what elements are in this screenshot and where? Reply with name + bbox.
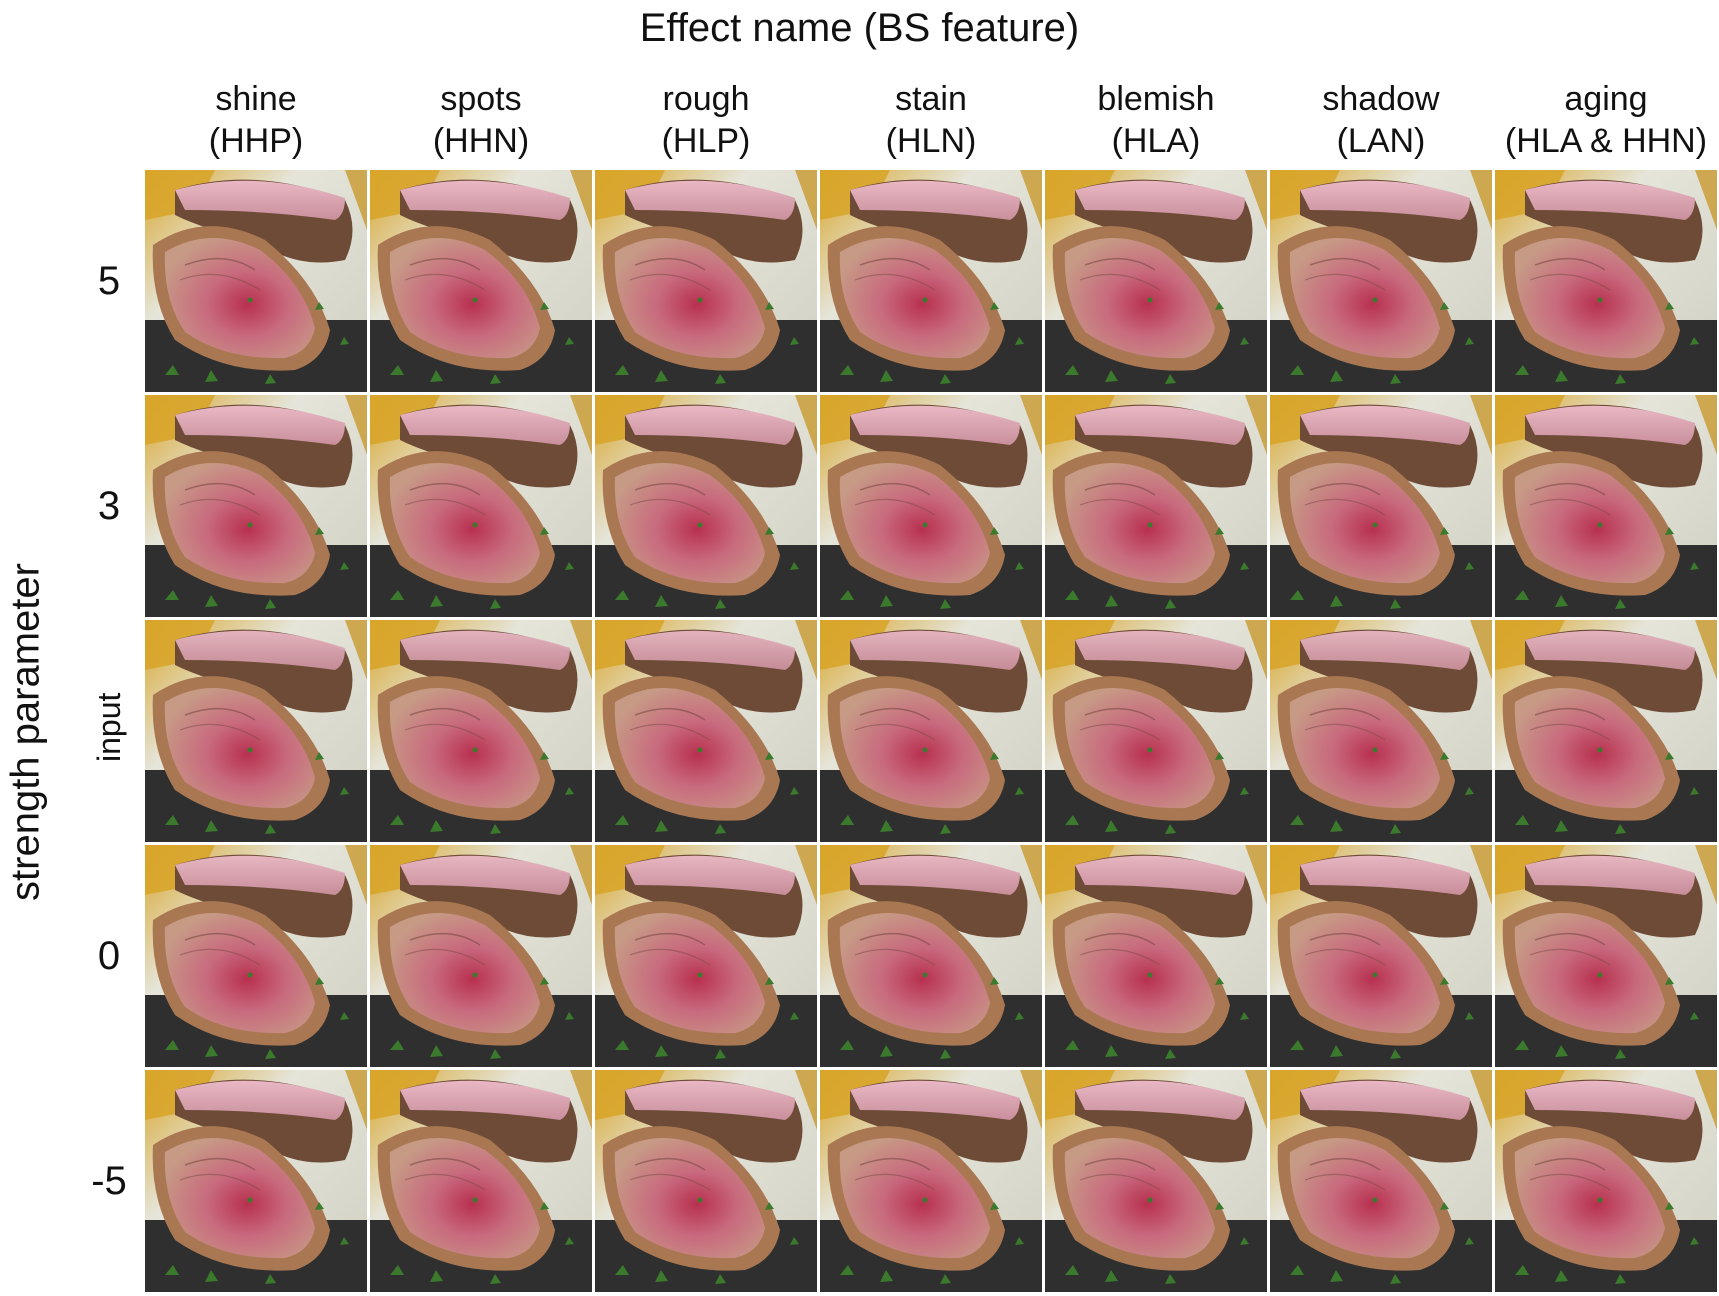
image-cell-shine--5	[145, 1070, 367, 1292]
meat-photo-image	[145, 170, 367, 392]
column-effect-name: spots	[440, 80, 522, 118]
image-cell-stain-0	[820, 845, 1042, 1067]
image-cell-aging-3	[1495, 395, 1717, 617]
row-label-1: 3	[97, 484, 121, 528]
column-bs-feature: (HHP)	[208, 122, 304, 160]
column-effect-name: shine	[215, 80, 297, 118]
meat-photo-image	[1045, 620, 1267, 842]
meat-photo-image	[145, 395, 367, 617]
column-bs-feature: (LAN)	[1336, 122, 1426, 160]
image-cell-shine-3	[145, 395, 367, 617]
column-effect-name: shadow	[1322, 80, 1440, 118]
image-cell-blemish-3	[1045, 395, 1267, 617]
meat-photo-image	[1270, 1070, 1492, 1292]
meat-photo-image	[1495, 170, 1717, 392]
meat-photo-image	[370, 395, 592, 617]
column-bs-feature: (HLP)	[661, 122, 751, 160]
image-cell-blemish-0	[1045, 845, 1267, 1067]
image-cell-rough-5	[595, 170, 817, 392]
column-bs-feature: (HLA & HHN)	[1504, 122, 1708, 160]
column-header-shadow: shadow (LAN)	[1269, 78, 1493, 162]
meat-photo-image	[370, 620, 592, 842]
image-cell-spots-input	[370, 620, 592, 842]
meat-photo-image	[595, 395, 817, 617]
image-cell-aging-0	[1495, 845, 1717, 1067]
meat-photo-image	[145, 845, 367, 1067]
image-cell-aging--5	[1495, 1070, 1717, 1292]
meat-photo-image	[1045, 1070, 1267, 1292]
meat-photo-image	[1045, 845, 1267, 1067]
meat-photo-image	[595, 170, 817, 392]
image-cell-blemish-5	[1045, 170, 1267, 392]
image-cell-stain-3	[820, 395, 1042, 617]
image-cell-rough-0	[595, 845, 817, 1067]
meat-photo-image	[820, 620, 1042, 842]
meat-photo-image	[1495, 395, 1717, 617]
image-cell-rough-3	[595, 395, 817, 617]
figure-title: Effect name (BS feature)	[639, 6, 1080, 50]
meat-photo-image	[1045, 395, 1267, 617]
column-header-spots: spots (HHN)	[369, 78, 593, 162]
image-cell-spots-5	[370, 170, 592, 392]
meat-photo-image	[1045, 170, 1267, 392]
image-cell-shadow-input	[1270, 620, 1492, 842]
y-axis-title: strength parameter	[3, 563, 48, 901]
meat-photo-image	[370, 845, 592, 1067]
meat-photo-image	[595, 620, 817, 842]
meat-photo-image	[820, 170, 1042, 392]
image-cell-spots-3	[370, 395, 592, 617]
image-cell-aging-input	[1495, 620, 1717, 842]
row-label-0: 5	[97, 259, 121, 303]
meat-photo-image	[145, 1070, 367, 1292]
column-bs-feature: (HHN)	[432, 122, 530, 160]
image-cell-shine-0	[145, 845, 367, 1067]
column-header-rough: rough (HLP)	[594, 78, 818, 162]
column-header-aging: aging (HLA & HHN)	[1494, 78, 1718, 162]
column-header-blemish: blemish (HLA)	[1044, 78, 1268, 162]
image-cell-stain-input	[820, 620, 1042, 842]
image-cell-spots--5	[370, 1070, 592, 1292]
image-cell-shadow--5	[1270, 1070, 1492, 1292]
row-label-3: 0	[97, 934, 121, 978]
meat-photo-image	[1270, 395, 1492, 617]
meat-photo-image	[1270, 170, 1492, 392]
column-bs-feature: (HLN)	[885, 122, 977, 160]
meat-photo-image	[820, 845, 1042, 1067]
image-cell-shine-input	[145, 620, 367, 842]
column-effect-name: aging	[1564, 80, 1648, 118]
column-header-shine: shine (HHP)	[144, 78, 368, 162]
row-label-4: -5	[91, 1159, 127, 1203]
row-label-2: input	[91, 692, 127, 762]
meat-photo-image	[145, 620, 367, 842]
column-bs-feature: (HLA)	[1111, 122, 1201, 160]
image-cell-stain-5	[820, 170, 1042, 392]
meat-photo-image	[1270, 845, 1492, 1067]
meat-photo-image	[1270, 620, 1492, 842]
meat-photo-image	[1495, 845, 1717, 1067]
column-effect-name: rough	[662, 80, 750, 118]
image-cell-shadow-5	[1270, 170, 1492, 392]
image-cell-rough-input	[595, 620, 817, 842]
meat-photo-image	[595, 845, 817, 1067]
image-cell-aging-5	[1495, 170, 1717, 392]
image-cell-shadow-3	[1270, 395, 1492, 617]
meat-photo-image	[370, 1070, 592, 1292]
image-cell-stain--5	[820, 1070, 1042, 1292]
image-cell-blemish-input	[1045, 620, 1267, 842]
image-cell-shadow-0	[1270, 845, 1492, 1067]
meat-photo-image	[1495, 1070, 1717, 1292]
image-cell-spots-0	[370, 845, 592, 1067]
column-effect-name: blemish	[1097, 80, 1215, 118]
meat-photo-image	[370, 170, 592, 392]
meat-photo-image	[595, 1070, 817, 1292]
meat-photo-image	[820, 395, 1042, 617]
meat-photo-image	[1495, 620, 1717, 842]
image-cell-shine-5	[145, 170, 367, 392]
meat-photo-image	[820, 1070, 1042, 1292]
column-header-stain: stain (HLN)	[819, 78, 1043, 162]
image-cell-blemish--5	[1045, 1070, 1267, 1292]
image-cell-rough--5	[595, 1070, 817, 1292]
column-effect-name: stain	[895, 80, 967, 118]
